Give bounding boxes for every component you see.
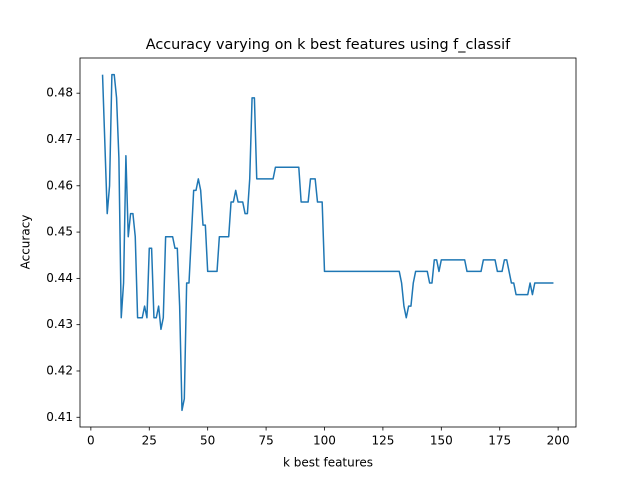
- x-tick-label: 100: [313, 434, 336, 448]
- y-tick-label: 0.47: [46, 132, 73, 146]
- y-tick-label: 0.45: [46, 225, 73, 239]
- y-axis-label: Accuracy: [19, 215, 33, 270]
- x-tick-label: 175: [488, 434, 511, 448]
- y-tick-label: 0.43: [46, 317, 73, 331]
- x-tick-label: 125: [371, 434, 394, 448]
- line-series: [101, 73, 554, 412]
- y-tick-label: 0.48: [46, 86, 73, 100]
- x-tick-label: 75: [258, 434, 273, 448]
- x-tick-label: 25: [142, 434, 157, 448]
- x-tick-label: 200: [547, 434, 570, 448]
- y-tick-label: 0.41: [46, 410, 73, 424]
- y-tick-label: 0.44: [46, 271, 73, 285]
- x-tick-label: 0: [87, 434, 95, 448]
- y-tick-label: 0.46: [46, 178, 73, 192]
- x-tick-label: 150: [430, 434, 453, 448]
- x-axis-label: k best features: [283, 456, 373, 470]
- chart-title: Accuracy varying on k best features usin…: [146, 37, 511, 53]
- x-tick-label: 50: [200, 434, 215, 448]
- y-tick-label: 0.42: [46, 363, 73, 377]
- plot-frame: [79, 57, 577, 428]
